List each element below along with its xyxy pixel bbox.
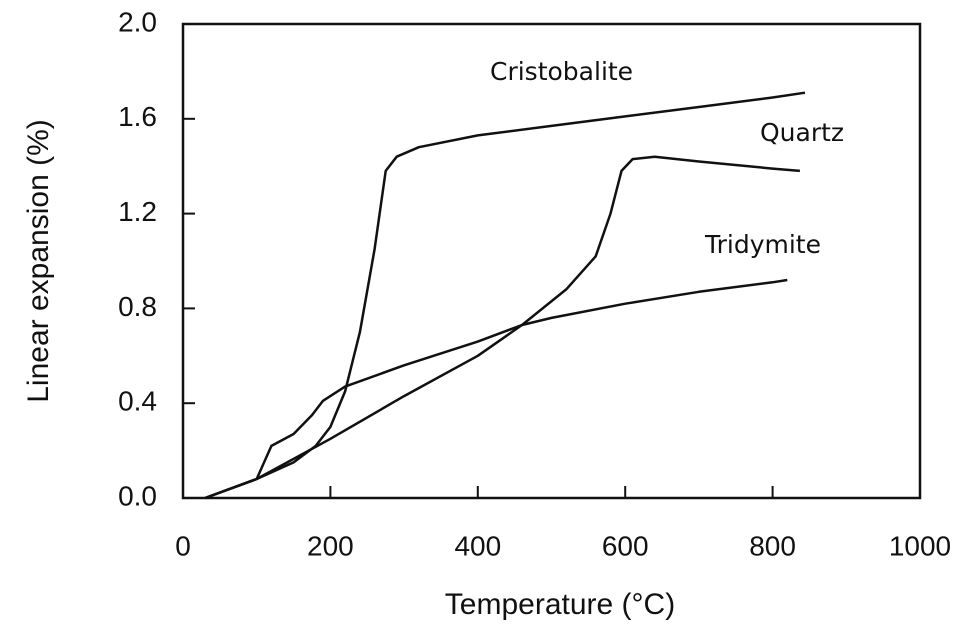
x-tick-label: 600 bbox=[602, 530, 649, 561]
y-tick-label: 1.2 bbox=[118, 196, 157, 227]
x-tick-label: 200 bbox=[307, 530, 354, 561]
series-label: Quartz bbox=[760, 118, 844, 147]
y-tick-label: 1.6 bbox=[118, 101, 157, 132]
y-tick-label: 0.0 bbox=[118, 480, 157, 511]
x-tick-label: 800 bbox=[749, 530, 796, 561]
plot-frame bbox=[181, 22, 922, 500]
series-line bbox=[204, 278, 788, 500]
series-line bbox=[204, 91, 806, 500]
x-axis-label: Temperature (°C) bbox=[445, 588, 675, 621]
y-tick-label: 0.8 bbox=[118, 291, 157, 322]
y-tick-label: 0.4 bbox=[118, 386, 157, 417]
x-tick-label: 1000 bbox=[889, 530, 951, 561]
y-tick-label: 2.0 bbox=[118, 6, 157, 37]
x-tick-label: 400 bbox=[454, 530, 501, 561]
series-line bbox=[204, 155, 801, 500]
series-label: Tridymite bbox=[704, 230, 821, 259]
series-label: Cristobalite bbox=[490, 57, 633, 86]
x-tick-label: 0 bbox=[175, 530, 191, 561]
y-axis-label: Linear expansion (%) bbox=[22, 119, 55, 403]
